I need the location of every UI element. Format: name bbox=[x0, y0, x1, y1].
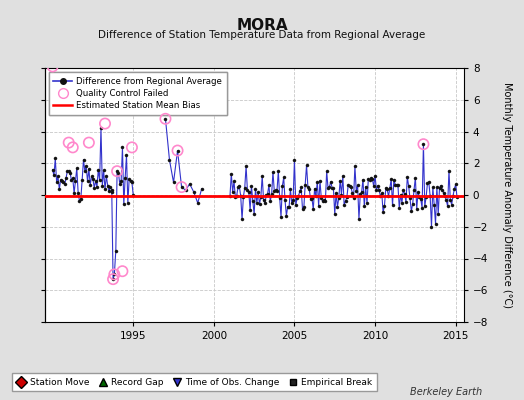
Point bbox=[110, 271, 118, 278]
Y-axis label: Monthly Temperature Anomaly Difference (°C): Monthly Temperature Anomaly Difference (… bbox=[502, 82, 512, 308]
Point bbox=[419, 141, 428, 147]
Point bbox=[109, 276, 117, 282]
Legend: Station Move, Record Gap, Time of Obs. Change, Empirical Break: Station Move, Record Gap, Time of Obs. C… bbox=[13, 374, 377, 392]
Point bbox=[64, 140, 73, 146]
Point bbox=[113, 168, 121, 174]
Point bbox=[69, 144, 77, 150]
Text: MORA: MORA bbox=[236, 18, 288, 33]
Point bbox=[48, 63, 57, 70]
Point bbox=[101, 120, 109, 127]
Text: Difference of Station Temperature Data from Regional Average: Difference of Station Temperature Data f… bbox=[99, 30, 425, 40]
Point bbox=[178, 184, 186, 190]
Point bbox=[173, 147, 182, 154]
Point bbox=[161, 116, 170, 122]
Text: Berkeley Earth: Berkeley Earth bbox=[410, 387, 482, 397]
Point bbox=[85, 140, 93, 146]
Point bbox=[118, 268, 127, 274]
Point bbox=[128, 144, 136, 150]
Legend: Difference from Regional Average, Quality Control Failed, Estimated Station Mean: Difference from Regional Average, Qualit… bbox=[49, 72, 226, 115]
